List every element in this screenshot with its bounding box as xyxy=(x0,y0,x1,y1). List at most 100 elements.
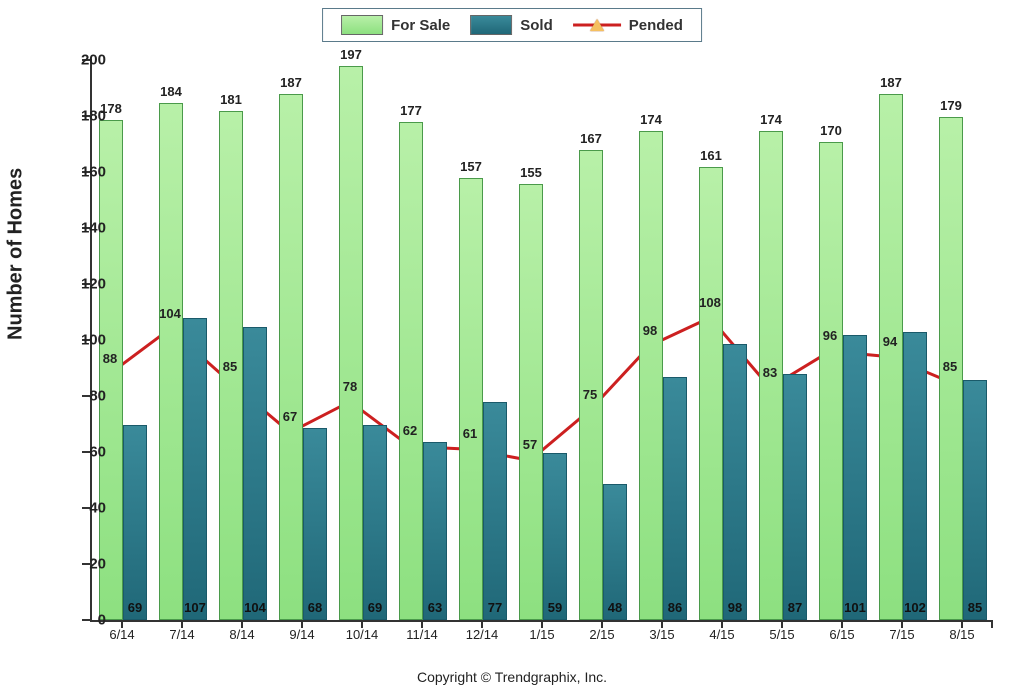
bar-for-sale: 170 xyxy=(819,142,843,620)
bar-sold: 85 xyxy=(963,380,987,620)
y-tick-label: 0 xyxy=(98,612,106,629)
bar-for-sale-value: 181 xyxy=(220,92,242,107)
x-tick-label: 1/15 xyxy=(529,627,554,642)
bar-for-sale-value: 197 xyxy=(340,47,362,62)
x-tick-label: 8/14 xyxy=(229,627,254,642)
bar-sold: 98 xyxy=(723,344,747,620)
legend-label-sold: Sold xyxy=(520,17,553,34)
bar-sold: 102 xyxy=(903,332,927,620)
legend-label-for-sale: For Sale xyxy=(391,17,450,34)
bar-for-sale: 167 xyxy=(579,150,603,620)
y-axis-title: Number of Homes xyxy=(5,168,28,340)
bar-for-sale-value: 177 xyxy=(400,103,422,118)
bar-for-sale: 174 xyxy=(639,131,663,620)
legend: For Sale Sold Pended xyxy=(322,8,702,42)
bar-for-sale: 155 xyxy=(519,184,543,620)
bar-sold: 104 xyxy=(243,327,267,620)
bar-sold: 68 xyxy=(303,428,327,620)
bar-sold-value: 98 xyxy=(724,600,746,615)
x-tick-label: 2/15 xyxy=(589,627,614,642)
legend-item-for-sale: For Sale xyxy=(341,15,450,35)
pended-value-label: 61 xyxy=(463,426,477,441)
bar-sold: 69 xyxy=(123,425,147,620)
bar-for-sale: 187 xyxy=(879,94,903,620)
bar-sold-value: 69 xyxy=(124,600,146,615)
pended-value-label: 94 xyxy=(883,334,897,349)
pended-value-label: 57 xyxy=(523,437,537,452)
legend-swatch-for-sale xyxy=(341,15,383,35)
pended-value-label: 108 xyxy=(699,295,721,310)
y-tick-label: 160 xyxy=(81,164,106,181)
bar-sold-value: 48 xyxy=(604,600,626,615)
y-tick-label: 120 xyxy=(81,276,106,293)
y-tick-label: 20 xyxy=(89,556,106,573)
bar-for-sale-value: 155 xyxy=(520,165,542,180)
bar-sold: 48 xyxy=(603,484,627,620)
plot-area: 6/14178697/141841078/141811049/141876810… xyxy=(90,60,992,622)
bar-sold: 87 xyxy=(783,374,807,620)
y-tick-label: 100 xyxy=(81,332,106,349)
bar-for-sale-value: 184 xyxy=(160,84,182,99)
bar-for-sale: 178 xyxy=(99,120,123,620)
bar-sold-value: 59 xyxy=(544,600,566,615)
x-tick-label: 5/15 xyxy=(769,627,794,642)
bar-for-sale: 177 xyxy=(399,122,423,620)
pended-value-label: 85 xyxy=(943,359,957,374)
bar-sold-value: 63 xyxy=(424,600,446,615)
y-tick-label: 140 xyxy=(81,220,106,237)
bar-sold-value: 102 xyxy=(904,600,926,615)
y-tick-label: 200 xyxy=(81,52,106,69)
bar-for-sale: 184 xyxy=(159,103,183,620)
x-tick-label: 7/15 xyxy=(889,627,914,642)
bar-for-sale-value: 187 xyxy=(280,75,302,90)
x-tick-label: 3/15 xyxy=(649,627,674,642)
pended-value-label: 98 xyxy=(643,323,657,338)
bar-sold: 107 xyxy=(183,318,207,620)
x-tick-label: 4/15 xyxy=(709,627,734,642)
legend-marker-pended xyxy=(590,19,604,31)
x-tick-label: 11/14 xyxy=(406,627,438,642)
x-tick-label: 10/14 xyxy=(346,627,379,642)
x-tick-label: 6/15 xyxy=(829,627,854,642)
bar-sold-value: 101 xyxy=(844,600,866,615)
x-tick-label: 8/15 xyxy=(949,627,974,642)
bar-for-sale: 187 xyxy=(279,94,303,620)
pended-value-label: 67 xyxy=(283,409,297,424)
bar-sold-value: 85 xyxy=(964,600,986,615)
bar-for-sale: 157 xyxy=(459,178,483,620)
bar-sold-value: 87 xyxy=(784,600,806,615)
x-tick-label: 9/14 xyxy=(289,627,314,642)
chart-container: For Sale Sold Pended Number of Homes 6/1… xyxy=(0,0,1024,693)
pended-value-label: 78 xyxy=(343,379,357,394)
pended-value-label: 83 xyxy=(763,365,777,380)
bar-sold: 69 xyxy=(363,425,387,620)
bar-sold-value: 77 xyxy=(484,600,506,615)
bar-for-sale-value: 170 xyxy=(820,123,842,138)
y-tick-label: 80 xyxy=(89,388,106,405)
bar-sold: 86 xyxy=(663,377,687,620)
legend-label-pended: Pended xyxy=(629,17,683,34)
bar-for-sale: 197 xyxy=(339,66,363,620)
pended-value-label: 85 xyxy=(223,359,237,374)
bar-sold-value: 107 xyxy=(184,600,206,615)
bar-for-sale-value: 187 xyxy=(880,75,902,90)
bar-sold: 101 xyxy=(843,335,867,620)
y-tick-label: 180 xyxy=(81,108,106,125)
x-tick-label: 12/14 xyxy=(466,627,499,642)
legend-item-sold: Sold xyxy=(470,15,553,35)
legend-swatch-sold xyxy=(470,15,512,35)
bar-for-sale-value: 167 xyxy=(580,131,602,146)
pended-value-label: 104 xyxy=(159,306,181,321)
bar-for-sale: 161 xyxy=(699,167,723,620)
bar-sold: 77 xyxy=(483,402,507,620)
pended-value-label: 88 xyxy=(103,351,117,366)
copyright: Copyright © Trendgraphix, Inc. xyxy=(0,669,1024,685)
bar-sold-value: 68 xyxy=(304,600,326,615)
pended-value-label: 62 xyxy=(403,423,417,438)
bar-sold: 59 xyxy=(543,453,567,620)
bar-for-sale-value: 174 xyxy=(760,112,782,127)
x-tick-label: 6/14 xyxy=(109,627,134,642)
bar-sold: 63 xyxy=(423,442,447,620)
pended-value-label: 96 xyxy=(823,328,837,343)
bar-for-sale-value: 174 xyxy=(640,112,662,127)
